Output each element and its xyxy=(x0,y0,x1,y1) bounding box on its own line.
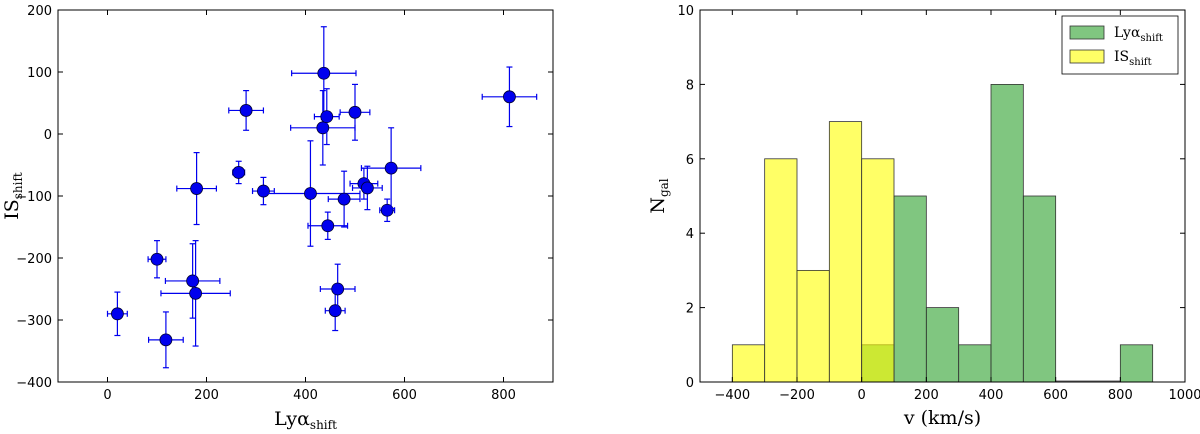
point-marker xyxy=(380,203,394,217)
x-tick-label: 0 xyxy=(103,388,111,403)
data-point xyxy=(147,311,184,369)
y-tick-label: −100 xyxy=(16,190,52,205)
point-marker xyxy=(321,219,335,233)
y-tick-label: 10 xyxy=(677,4,694,19)
y-tick-label: −200 xyxy=(16,252,52,267)
data-point xyxy=(481,66,538,128)
point-marker xyxy=(159,333,173,347)
data-point xyxy=(307,211,349,240)
x-tick-label: 800 xyxy=(1108,388,1133,403)
point-marker xyxy=(503,90,516,104)
point-marker xyxy=(239,104,253,117)
scatter-plot: 0 200 400 600 800 −400 −300 −200 −100 0 100 200 Lyαs… xyxy=(1,4,554,432)
y-tick-label: 0 xyxy=(44,128,52,143)
point-marker xyxy=(316,121,330,135)
y-tick-label: 6 xyxy=(686,153,694,168)
histogram-bar xyxy=(1022,195,1057,383)
y-axis-label: Ngal xyxy=(647,178,671,213)
y-tick-label: −300 xyxy=(16,314,52,329)
x-tick-label: −400 xyxy=(714,388,750,403)
x-tick-label: −200 xyxy=(779,388,815,403)
data-point xyxy=(327,170,361,228)
data-point xyxy=(147,240,167,279)
series-is-shift xyxy=(731,121,895,383)
x-tick-label: 600 xyxy=(392,388,417,403)
point-marker xyxy=(317,66,331,80)
x-tick-label: 1000 xyxy=(1168,388,1200,403)
point-marker xyxy=(328,304,342,318)
point-marker xyxy=(186,274,200,288)
histogram-bar xyxy=(764,158,798,383)
x-tick-label: 0 xyxy=(858,388,866,403)
x-tick-label: 200 xyxy=(194,388,219,403)
data-point xyxy=(360,127,422,209)
x-tick-label: 200 xyxy=(914,388,939,403)
point-marker xyxy=(190,182,204,195)
histogram-bar xyxy=(958,344,992,383)
y-tick-label: −400 xyxy=(16,376,52,391)
histogram-bar xyxy=(828,121,863,383)
y-tick-label: 2 xyxy=(686,302,694,317)
histogram-bar xyxy=(990,84,1024,383)
histogram-plot: −400 −200 0 200 400 600 800 1000 0 2 4 6 8 10 Lyαshift… xyxy=(647,4,1200,429)
data-point xyxy=(160,240,231,347)
point-marker xyxy=(150,252,164,266)
data-point xyxy=(379,198,396,223)
histogram-bar xyxy=(731,344,766,383)
point-marker xyxy=(320,110,334,124)
point-marker xyxy=(384,161,398,175)
legend-label: ISshift xyxy=(1114,49,1152,68)
point-marker xyxy=(304,187,317,200)
data-point xyxy=(228,89,265,131)
x-tick-label: 800 xyxy=(491,388,516,403)
legend-label: Lyαshift xyxy=(1114,25,1163,44)
y-tick-label: 200 xyxy=(27,4,52,19)
x-tick-label: 600 xyxy=(1043,388,1068,403)
point-marker xyxy=(232,166,246,179)
legend: Lyαshift ISshift xyxy=(1061,15,1179,75)
point-marker xyxy=(331,282,345,296)
histogram-bar xyxy=(893,195,927,383)
y-axis-label: ISshift xyxy=(1,172,25,220)
x-axis-label: v (km/s) xyxy=(903,407,981,429)
histogram-bar xyxy=(925,307,960,383)
histogram-bar xyxy=(1119,344,1154,383)
data-point xyxy=(106,291,128,337)
data-point xyxy=(232,160,246,185)
x-tick-label: 400 xyxy=(979,388,1004,403)
point-marker xyxy=(189,286,203,300)
data-point xyxy=(351,165,383,211)
y-tick-label: 100 xyxy=(27,66,52,81)
y-tick-label: 0 xyxy=(686,376,694,391)
data-point xyxy=(319,263,356,315)
point-marker xyxy=(337,192,351,206)
x-tick-label: 400 xyxy=(293,388,318,403)
data-point xyxy=(313,88,340,146)
histogram-bar xyxy=(796,269,830,383)
y-tick-label: 8 xyxy=(686,78,694,93)
x-axis-label: Lyαshift xyxy=(274,408,337,430)
y-tick-label: 4 xyxy=(686,227,694,242)
hist-axes-frame xyxy=(699,9,1186,383)
point-marker xyxy=(360,181,374,195)
data-point xyxy=(176,152,217,226)
histogram-bar xyxy=(861,158,895,383)
legend-swatch xyxy=(1069,25,1105,40)
point-marker xyxy=(348,105,362,119)
data-point xyxy=(339,83,371,141)
point-marker xyxy=(111,307,124,321)
legend-swatch xyxy=(1069,49,1105,64)
point-marker xyxy=(257,184,270,198)
